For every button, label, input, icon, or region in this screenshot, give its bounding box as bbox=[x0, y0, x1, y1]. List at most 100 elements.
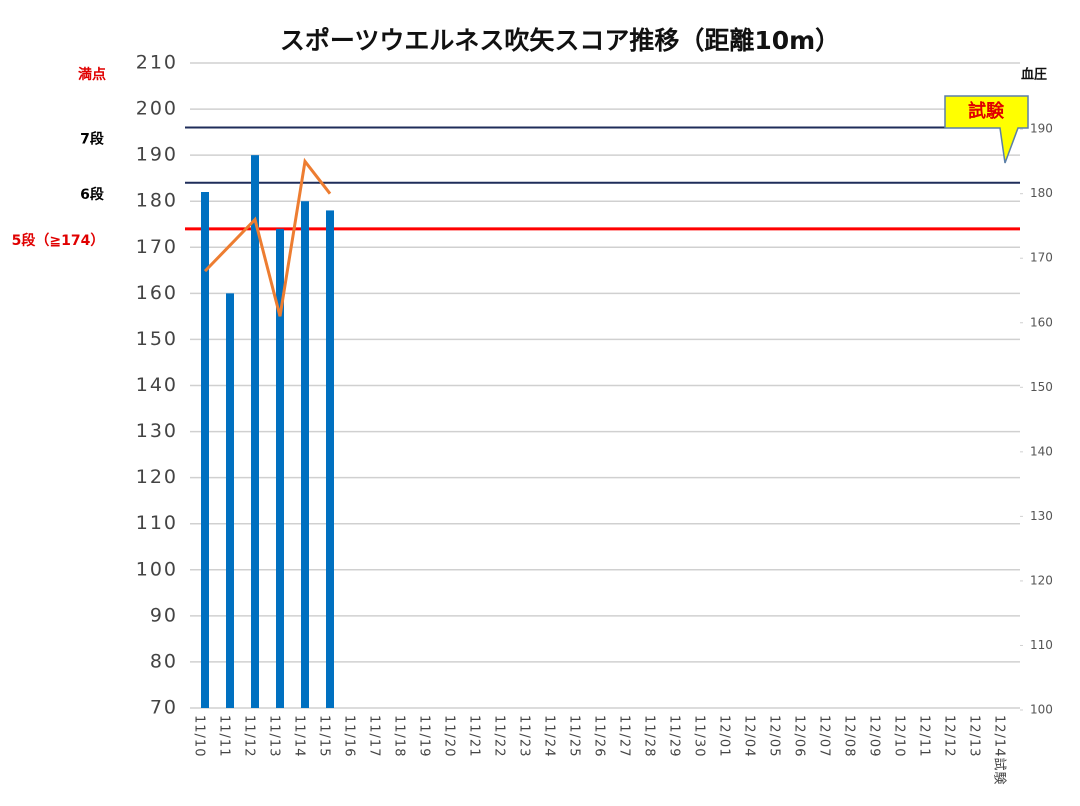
x-tick-group: 12/07 bbox=[817, 715, 832, 757]
y2-axis-label: 血圧 bbox=[1021, 67, 1047, 83]
bar bbox=[301, 201, 309, 708]
x-tick-group: 11/18 bbox=[392, 715, 407, 757]
y2-tick-label: 150 bbox=[1030, 380, 1053, 394]
x-tick-group: 11/26 bbox=[592, 715, 607, 757]
x-tick-label: 11/19 bbox=[417, 715, 432, 757]
x-tick-label: 11/23 bbox=[517, 715, 532, 757]
x-tick-group: 12/09 bbox=[867, 715, 882, 757]
x-tick-group: 11/30 bbox=[692, 715, 707, 757]
y2-tick-label: 120 bbox=[1030, 573, 1053, 587]
x-tick-label: 11/12 bbox=[242, 715, 257, 757]
x-tick-group: 11/14 bbox=[292, 715, 307, 757]
x-tick-group: 11/10 bbox=[192, 715, 207, 757]
x-tick-label: 11/25 bbox=[567, 715, 582, 757]
y-tick-label: 160 bbox=[136, 282, 178, 304]
bar bbox=[276, 228, 284, 708]
x-tick-label: 11/16 bbox=[342, 715, 357, 757]
x-tick-label: 12/09 bbox=[867, 715, 882, 757]
x-tick-group: 12/06 bbox=[792, 715, 807, 757]
x-tick-group: 12/04 bbox=[742, 715, 757, 757]
x-tick-label: 12/13 bbox=[967, 715, 982, 757]
y2-tick-label: 160 bbox=[1030, 315, 1053, 329]
x-tick-group: 11/16 bbox=[342, 715, 357, 757]
x-tick-label: 12/05 bbox=[767, 715, 782, 757]
y-tick-label: 140 bbox=[136, 374, 178, 396]
y-tick-label: 130 bbox=[136, 420, 178, 442]
x-tick-label: 12/10 bbox=[892, 715, 907, 757]
y2-tick-label: 110 bbox=[1030, 638, 1053, 652]
x-tick-label: 12/08 bbox=[842, 715, 857, 757]
bar bbox=[201, 192, 209, 708]
bar bbox=[326, 210, 334, 708]
x-tick-group: 11/22 bbox=[492, 715, 507, 757]
y2-tick-label: 130 bbox=[1030, 509, 1053, 523]
x-tick-group: 12/01 bbox=[717, 715, 732, 757]
y2-tick-label: 170 bbox=[1030, 251, 1053, 265]
y-tick-label: 90 bbox=[150, 604, 178, 626]
x-tick-group: 11/23 bbox=[517, 715, 532, 757]
y-tick-label: 110 bbox=[136, 512, 178, 534]
annotation-callout bbox=[944, 95, 1029, 164]
bar bbox=[226, 293, 234, 708]
x-tick-label: 12/04 bbox=[742, 715, 757, 757]
x-tick-label: 12/11 bbox=[917, 715, 932, 757]
x-tick-label: 11/24 bbox=[542, 715, 557, 757]
x-tick-label: 12/01 bbox=[717, 715, 732, 757]
x-tick-label: 11/17 bbox=[367, 715, 382, 757]
x-tick-label: 12/06 bbox=[792, 715, 807, 757]
x-tick-label: 12/12 bbox=[942, 715, 957, 757]
y2-tick-label: 190 bbox=[1030, 122, 1053, 136]
x-tick-label: 12/07 bbox=[817, 715, 832, 757]
reference-label: 6段 bbox=[80, 186, 104, 203]
annotation: 試験 bbox=[968, 100, 1005, 122]
x-tick-label: 11/15 bbox=[317, 715, 332, 757]
y2-tick-label: 140 bbox=[1030, 444, 1053, 458]
x-tick-label: 11/18 bbox=[392, 715, 407, 757]
x-tick-label: 11/30 bbox=[692, 715, 707, 757]
y2-tick-label: 100 bbox=[1030, 703, 1053, 717]
x-tick-label: 11/13 bbox=[267, 715, 282, 757]
x-tick-group: 11/27 bbox=[617, 715, 632, 757]
x-tick-label: 11/26 bbox=[592, 715, 607, 757]
x-tick-label: 11/11 bbox=[217, 715, 232, 757]
x-tick-group: 11/21 bbox=[467, 715, 482, 757]
x-tick-group: 12/11 bbox=[917, 715, 932, 757]
chart-title: スポーツウエルネス吹矢スコア推移（距離10m） bbox=[280, 26, 840, 55]
y-tick-label: 190 bbox=[136, 144, 178, 166]
line bbox=[203, 157, 332, 317]
y-tick-label: 170 bbox=[136, 236, 178, 258]
x-tick-label: 12/14試験 bbox=[992, 715, 1008, 785]
y-tick-label: 100 bbox=[136, 558, 178, 580]
x-tick-group: 11/24 bbox=[542, 715, 557, 757]
y-tick-label: 200 bbox=[136, 98, 178, 120]
x-tick-label: 11/21 bbox=[467, 715, 482, 757]
x-tick-label: 11/29 bbox=[667, 715, 682, 757]
y-tick-label: 70 bbox=[150, 697, 178, 719]
x-tick-group: 12/05 bbox=[767, 715, 782, 757]
y-tick-label: 180 bbox=[136, 190, 178, 212]
x-tick-label: 11/22 bbox=[492, 715, 507, 757]
x-tick-group: 11/11 bbox=[217, 715, 232, 757]
x-tick-group: 11/28 bbox=[642, 715, 657, 757]
x-tick-group: 12/14試験 bbox=[992, 715, 1008, 785]
reference-label: 5段（≧174） bbox=[12, 232, 105, 249]
x-tick-group: 11/17 bbox=[367, 715, 382, 757]
x-tick-group: 11/20 bbox=[442, 715, 457, 757]
y2-tick-label: 180 bbox=[1030, 186, 1053, 200]
x-tick-group: 11/29 bbox=[667, 715, 682, 757]
x-tick-label: 11/28 bbox=[642, 715, 657, 757]
x-tick-group: 11/13 bbox=[267, 715, 282, 757]
x-tick-group: 12/12 bbox=[942, 715, 957, 757]
x-tick-label: 11/10 bbox=[192, 715, 207, 757]
reference-label: 7段 bbox=[80, 131, 104, 148]
bar bbox=[251, 155, 259, 709]
y-tick-label: 80 bbox=[150, 650, 178, 672]
x-tick-label: 11/20 bbox=[442, 715, 457, 757]
x-tick-group: 12/08 bbox=[842, 715, 857, 757]
y-tick-label: 210 bbox=[136, 52, 178, 74]
x-tick-group: 12/13 bbox=[967, 715, 982, 757]
reference-label: 満点 bbox=[78, 66, 106, 83]
x-tick-group: 11/25 bbox=[567, 715, 582, 757]
x-tick-group: 11/12 bbox=[242, 715, 257, 757]
